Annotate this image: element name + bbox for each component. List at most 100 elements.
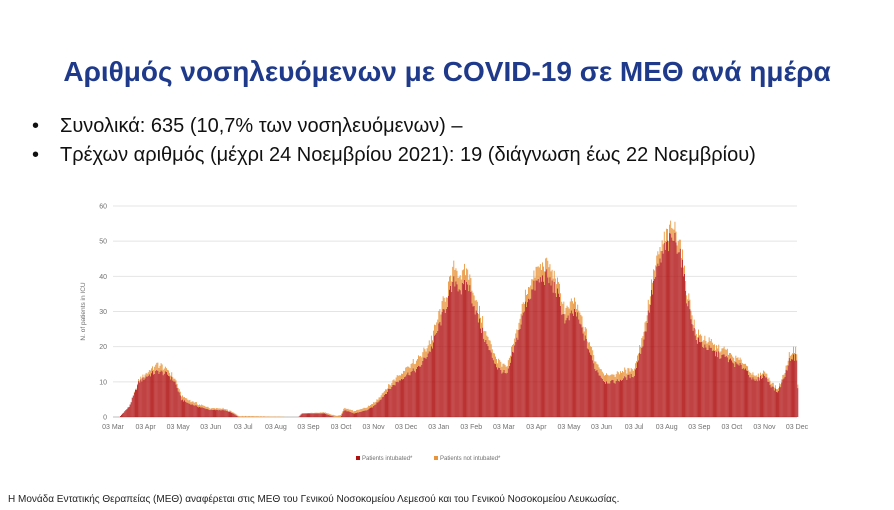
bar-not-intubated (602, 373, 604, 381)
bar-intubated (654, 278, 656, 417)
bar-intubated (652, 294, 653, 417)
bar-not-intubated (393, 379, 395, 386)
bar-not-intubated (219, 408, 221, 410)
bar-not-intubated (268, 416, 270, 417)
bar-intubated (169, 376, 171, 417)
bar-intubated (409, 375, 411, 417)
bar-intubated (363, 410, 365, 417)
bar-not-intubated (238, 416, 240, 417)
bar-not-intubated (539, 264, 541, 278)
bar-intubated (373, 405, 375, 417)
bar-not-intubated (672, 228, 674, 241)
bar-not-intubated (749, 372, 751, 378)
bar-not-intubated (231, 411, 233, 413)
bar-not-intubated (131, 397, 133, 398)
bar-intubated (321, 413, 323, 417)
bar-not-intubated (784, 372, 786, 377)
bar-intubated (579, 323, 581, 417)
bar-intubated (779, 386, 781, 417)
bar-intubated (639, 352, 641, 417)
bar-not-intubated (433, 330, 434, 343)
bar-not-intubated (598, 367, 600, 376)
bar-intubated (780, 387, 782, 417)
bar-intubated (435, 334, 437, 417)
bar-intubated (625, 377, 627, 417)
bar-intubated (490, 352, 492, 417)
bar-not-intubated (591, 346, 593, 356)
bar-not-intubated (577, 304, 579, 313)
bar-intubated (733, 363, 735, 417)
bar-intubated (195, 405, 197, 417)
bar-intubated (566, 317, 568, 417)
bar-intubated (589, 352, 590, 417)
bar-not-intubated (235, 413, 237, 416)
bar-intubated (469, 285, 471, 417)
legend-label-not-intubated: Patients not intubated* (440, 456, 501, 462)
bar-not-intubated (701, 335, 703, 342)
bar-not-intubated (685, 280, 687, 291)
bar-intubated (500, 369, 502, 417)
bar-not-intubated (342, 411, 344, 414)
bar-not-intubated (509, 355, 511, 363)
bar-not-intubated (517, 330, 519, 340)
bar-not-intubated (184, 397, 186, 401)
bar-not-intubated (712, 344, 714, 351)
bar-intubated (521, 315, 523, 417)
bar-not-intubated (501, 366, 503, 374)
bar-not-intubated (551, 269, 553, 281)
bar-not-intubated (674, 221, 676, 233)
bar-not-intubated (641, 338, 643, 348)
bar-intubated (709, 347, 711, 417)
bar-intubated (704, 344, 706, 417)
bar-intubated (675, 242, 677, 417)
bar-not-intubated (594, 361, 596, 369)
bar-not-intubated (225, 409, 227, 411)
bar-not-intubated (382, 392, 384, 397)
bar-intubated (634, 369, 636, 417)
bar-not-intubated (526, 295, 527, 307)
bar-intubated (706, 349, 708, 417)
bar-not-intubated (698, 329, 699, 338)
bar-not-intubated (351, 410, 353, 413)
bar-intubated (457, 291, 459, 417)
bar-not-intubated (637, 355, 638, 363)
bar-intubated (472, 306, 474, 417)
bar-intubated (345, 410, 347, 417)
bar-not-intubated (198, 405, 199, 408)
bar-not-intubated (500, 361, 502, 370)
bar-not-intubated (472, 292, 474, 307)
bar-intubated (778, 391, 780, 417)
bar-not-intubated (706, 343, 708, 350)
bar-not-intubated (727, 354, 729, 363)
bar-intubated (455, 281, 457, 417)
bar-intubated (480, 328, 481, 417)
bar-not-intubated (560, 293, 562, 306)
bar-intubated (355, 413, 356, 417)
bar-intubated (442, 308, 444, 417)
bar-not-intubated (765, 373, 767, 378)
bar-intubated (538, 282, 540, 417)
bar-intubated (683, 276, 684, 417)
bar-not-intubated (720, 351, 722, 359)
bar-not-intubated (171, 372, 173, 377)
bar-intubated (585, 338, 587, 417)
bar-not-intubated (647, 299, 649, 311)
bar-intubated (707, 349, 709, 417)
x-tick-label: 03 Aug (656, 424, 678, 431)
bar-not-intubated (135, 388, 136, 390)
bar-intubated (646, 322, 648, 417)
bar-intubated (718, 351, 720, 417)
bar-intubated (234, 414, 236, 417)
bar-intubated (763, 374, 765, 417)
bar-not-intubated (792, 353, 793, 360)
bar-intubated (720, 358, 722, 417)
bar-intubated (365, 410, 367, 417)
bar-not-intubated (794, 352, 796, 361)
bar-not-intubated (532, 279, 534, 290)
bar-not-intubated (675, 231, 677, 243)
bar-not-intubated (779, 383, 781, 387)
bar-not-intubated (623, 372, 625, 379)
bar-not-intubated (663, 231, 665, 243)
bar-not-intubated (567, 307, 569, 316)
bar-intubated (142, 377, 144, 417)
